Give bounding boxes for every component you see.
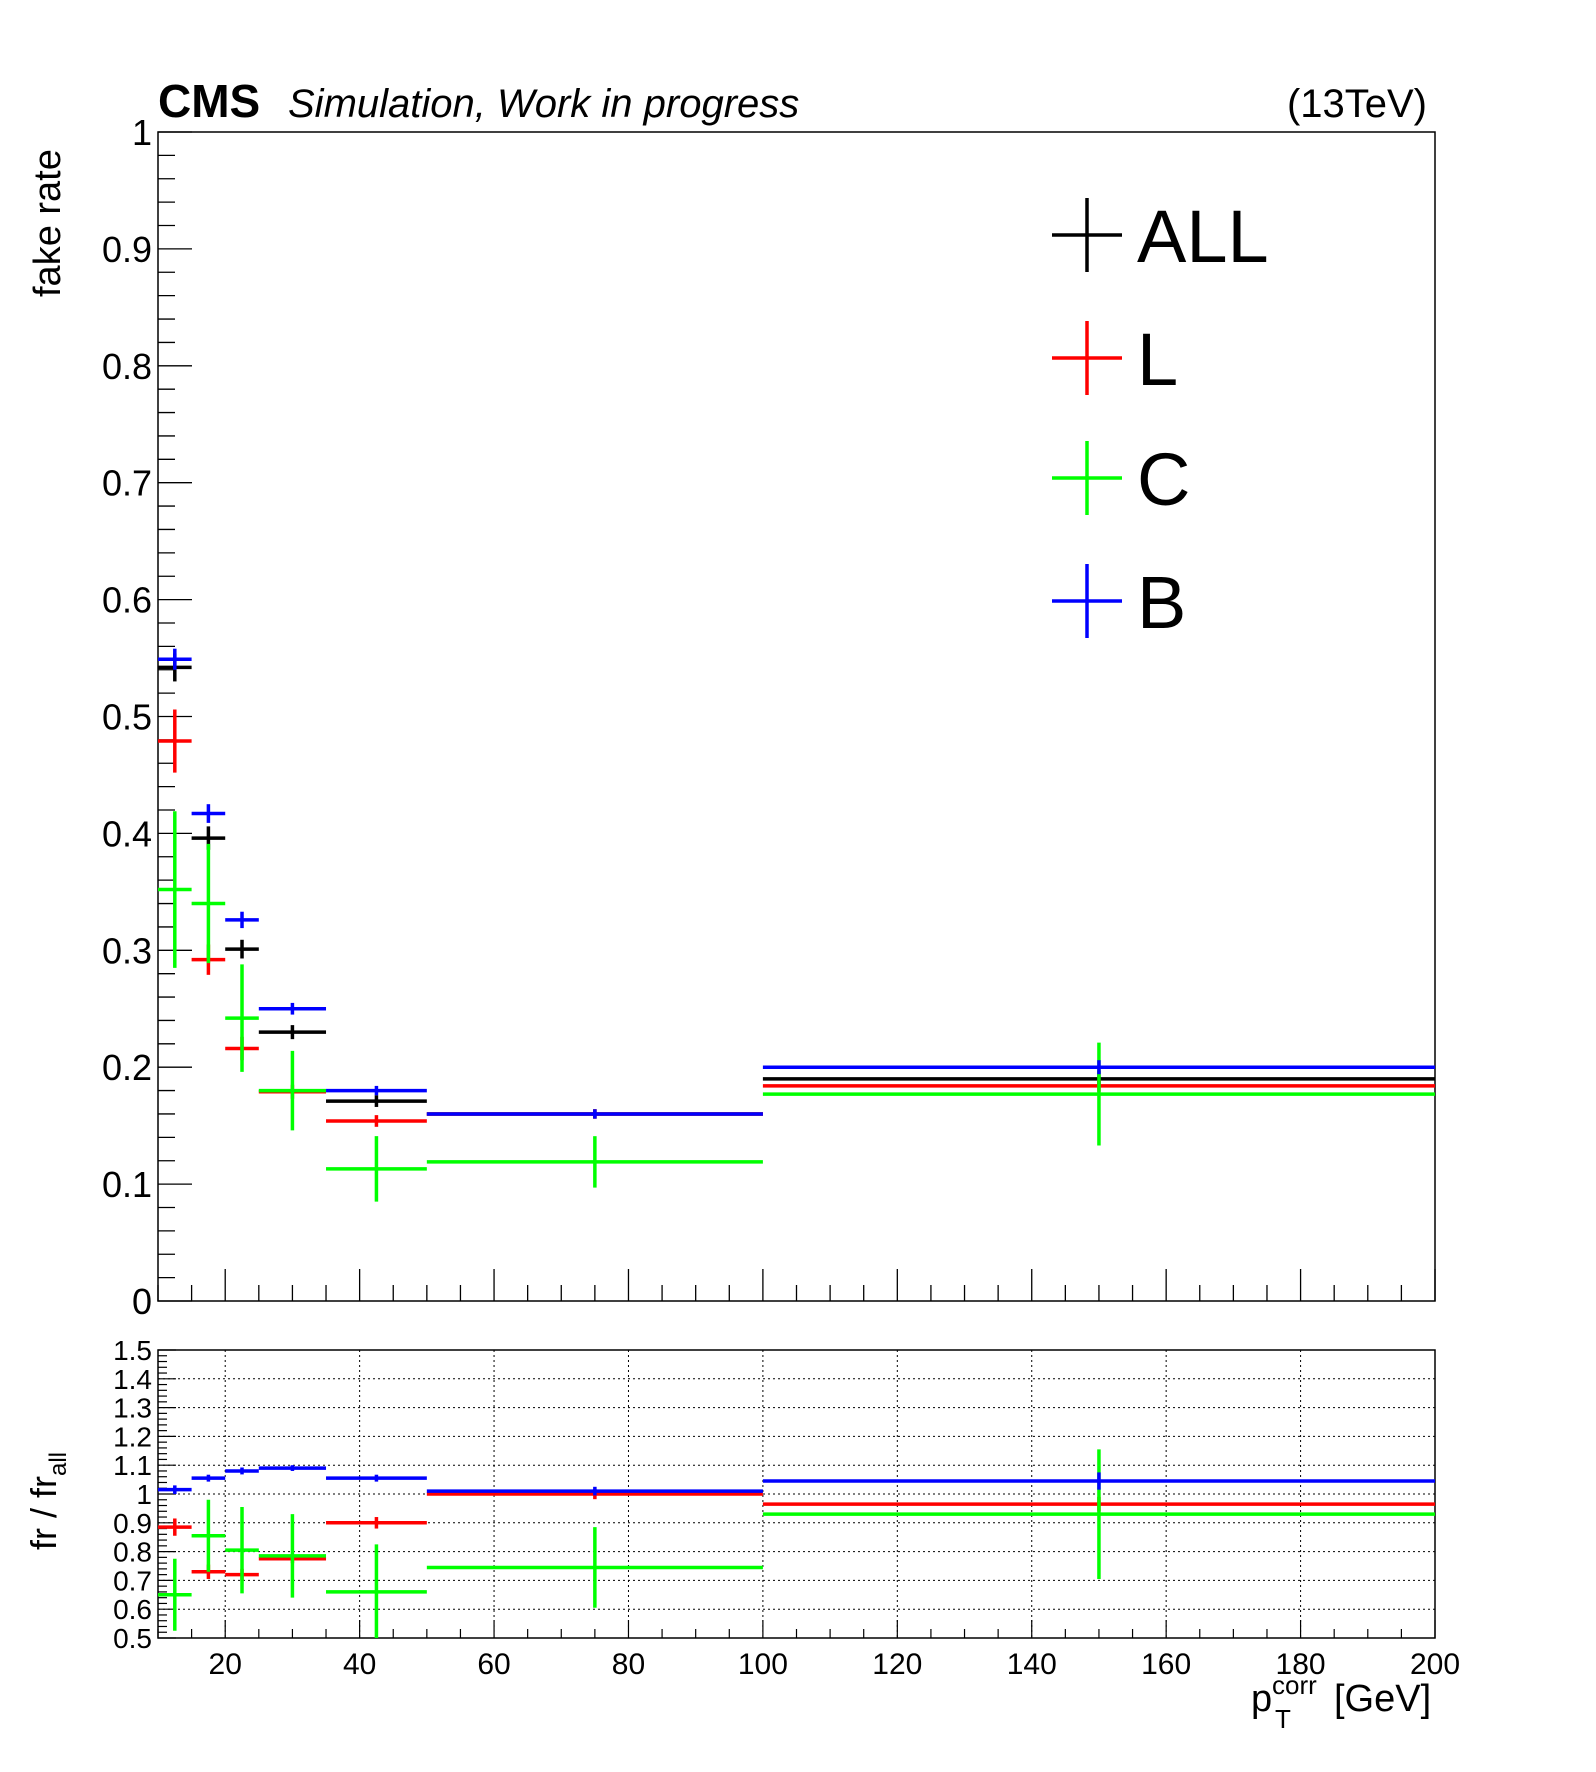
bottom-y-tick-label: 1.4 xyxy=(113,1364,152,1395)
bottom-y-tick-label: 0.7 xyxy=(113,1565,152,1596)
bottom-series-L xyxy=(158,1488,1435,1581)
bottom-y-tick-label: 1.2 xyxy=(113,1421,152,1452)
top-y-tick-label: 0 xyxy=(132,1281,152,1322)
bottom-x-tick-label: 160 xyxy=(1141,1648,1191,1681)
x-axis-label-unit: [GeV] xyxy=(1334,1678,1431,1720)
bottom-y-tick-label: 1.5 xyxy=(113,1335,152,1366)
top-y-tick-label: 0.8 xyxy=(102,346,152,387)
top-y-tick-label: 0.1 xyxy=(102,1164,152,1205)
bottom-x-tick-label: 140 xyxy=(1007,1648,1057,1681)
legend-entry-C: C xyxy=(1052,438,1190,521)
bottom-y-tick-label: 1 xyxy=(136,1479,152,1510)
top-panel-marks xyxy=(158,648,1435,1202)
legend-entry-L: L xyxy=(1052,318,1178,401)
x-axis-label-sup: corr xyxy=(1272,1670,1317,1700)
top-y-tick-label: 0.2 xyxy=(102,1047,152,1088)
bottom-y-tick-label: 0.5 xyxy=(113,1623,152,1654)
cms-label: CMS xyxy=(158,75,260,127)
legend-label: ALL xyxy=(1137,195,1269,278)
bottom-panel-grid xyxy=(158,1350,1435,1638)
bottom-y-tick-label: 1.3 xyxy=(113,1393,152,1424)
top-y-tick-label: 0.3 xyxy=(102,930,152,971)
top-series-B xyxy=(158,648,1435,1119)
bottom-panel-marks xyxy=(158,1449,1435,1638)
subtitle-label: Simulation, Work in progress xyxy=(288,82,799,126)
bottom-y-tick-label: 0.9 xyxy=(113,1508,152,1539)
top-y-tick-label: 1 xyxy=(132,112,152,153)
energy-label: (13TeV) xyxy=(1287,82,1427,126)
top-panel-axes: 0 0.1 0.2 0.3 0.4 0.5 0.6 0.7 0.8 0.9 1 xyxy=(102,112,1436,1322)
top-y-tick-label: 0.4 xyxy=(102,813,152,854)
bottom-x-tick-label: 180 xyxy=(1276,1648,1326,1681)
bottom-y-axis-label: fr / frall xyxy=(23,1452,72,1550)
top-y-tick-label: 0.6 xyxy=(102,580,152,621)
top-series-ALL xyxy=(158,653,1435,1119)
top-y-tick-label: 0.7 xyxy=(102,463,152,504)
legend-label: B xyxy=(1137,561,1186,644)
top-y-tick-label: 0.5 xyxy=(102,697,152,738)
bottom-panel-axes: 0.50.60.70.80.911.11.21.31.41.5 20 40 60 80 1… xyxy=(113,1335,1460,1681)
bottom-x-tick-label: 200 xyxy=(1410,1648,1460,1681)
top-y-tick-label: 0.9 xyxy=(102,229,152,270)
bottom-y-tick-label: 0.6 xyxy=(113,1594,152,1625)
x-axis-label: p corr T [GeV] xyxy=(1251,1670,1431,1734)
bottom-x-tick-label: 120 xyxy=(872,1648,922,1681)
bottom-series-B xyxy=(158,1465,1435,1496)
x-axis-label-sub: T xyxy=(1275,1704,1291,1734)
svg-text:fr / frall: fr / frall xyxy=(23,1452,72,1550)
top-series-L xyxy=(158,709,1435,1127)
top-y-axis-label: fake rate xyxy=(27,149,69,297)
bottom-series-C xyxy=(158,1449,1435,1638)
legend-entry-B: B xyxy=(1052,561,1186,644)
x-axis-label-main: p xyxy=(1251,1678,1272,1720)
bottom-x-tick-label: 80 xyxy=(612,1648,645,1681)
legend: ALL LCB xyxy=(1052,195,1269,644)
bottom-y-tick-label: 0.8 xyxy=(113,1537,152,1568)
bottom-x-tick-label: 100 xyxy=(738,1648,788,1681)
legend-label: C xyxy=(1137,438,1190,521)
bottom-x-tick-label: 60 xyxy=(477,1648,510,1681)
legend-entry-ALL: ALL xyxy=(1052,195,1269,278)
top-panel-frame xyxy=(157,131,1436,1302)
bottom-x-tick-label: 40 xyxy=(343,1648,376,1681)
bottom-x-tick-label: 20 xyxy=(209,1648,242,1681)
legend-label: L xyxy=(1137,318,1178,401)
top-series-C xyxy=(158,811,1435,1202)
bottom-y-tick-label: 1.1 xyxy=(113,1450,152,1481)
